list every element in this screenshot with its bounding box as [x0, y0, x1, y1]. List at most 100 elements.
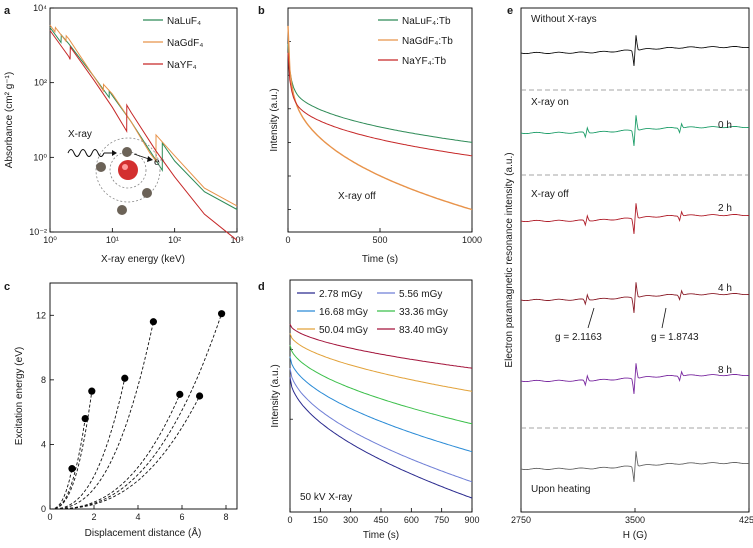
legend-label-d: 50.04 mGy — [319, 325, 368, 336]
epr-trace — [520, 203, 750, 234]
y-tick-label-a: 10² — [34, 78, 47, 88]
y-tick-label-c: 4 — [41, 439, 46, 449]
x-tick-label-c: 0 — [47, 512, 52, 522]
series-line-33.36 mGy — [289, 344, 473, 425]
nucleus-highlight — [122, 164, 128, 170]
electron-icon — [142, 188, 152, 198]
series-lines-b — [287, 25, 473, 211]
arrowhead-icon — [147, 156, 153, 162]
data-point-c — [218, 310, 226, 318]
legend-label-d: 83.40 mGy — [399, 325, 448, 336]
legend-label-d: 33.36 mGy — [399, 307, 448, 318]
x-tick-label-d: 150 — [313, 515, 328, 525]
x-tick-label-c: 2 — [91, 512, 96, 522]
curves-c — [50, 310, 226, 510]
time-label: 2 h — [718, 203, 732, 214]
y-tick-label-a: 10⁰ — [33, 152, 47, 162]
axis-ticks-e: 2750 3500 4250 — [511, 508, 753, 525]
y-axis-label-b: Intensity (a.u.) — [269, 88, 280, 151]
pointer-arrow — [661, 307, 667, 329]
legend-d: 2.78 mGy 5.56 mGy 16.68 mGy 33.36 mGy 50.04 … — [297, 289, 448, 336]
legend-label-d: 16.68 mGy — [319, 307, 368, 318]
epr-trace — [520, 35, 750, 66]
plot-frame-e — [520, 7, 750, 513]
x-tick-label-d: 450 — [373, 515, 388, 525]
y-tick-label-c: 8 — [41, 375, 46, 385]
series-line-NaGdF₄ — [49, 24, 238, 207]
group-label: X-ray on — [531, 97, 569, 108]
panel-label-b: b — [258, 5, 265, 17]
ejection-arrow-icon — [133, 153, 150, 160]
electron-icon — [117, 205, 127, 215]
x-axis-label-a: X-ray energy (keV) — [101, 254, 185, 265]
series-line-NaLuF₄ — [49, 27, 238, 210]
series-lines-d — [289, 323, 473, 499]
y-axis-label-e: Electron paramagnetic resonance intensit… — [504, 152, 515, 367]
x-tick-label-d: 900 — [464, 515, 479, 525]
x-tick-label-c: 6 — [179, 512, 184, 522]
xray-voltage-annotation: 50 kV X-ray — [300, 492, 352, 503]
epr-trace — [520, 451, 750, 482]
series-line-16.68 mGy — [289, 356, 473, 453]
x-tick-label-b: 0 — [285, 235, 290, 245]
x-tick-label-a: 10² — [168, 235, 181, 245]
group-label: Without X-rays — [531, 14, 597, 25]
x-tick-label-e: 4250 — [739, 515, 753, 525]
y-axis-label-c: Excitation energy (eV) — [14, 347, 25, 445]
series-line-50.04 mGy — [289, 333, 473, 392]
data-point-c — [149, 318, 157, 326]
panel-label-c: c — [4, 281, 10, 293]
orbit-outer — [95, 137, 161, 203]
x-tick-label-a: 10¹ — [106, 235, 119, 245]
electron-icon — [96, 162, 106, 172]
data-point-c — [88, 387, 96, 395]
data-point-c — [68, 465, 76, 473]
y-tick-label-c: 12 — [36, 310, 46, 320]
x-tick-label-d: 300 — [343, 515, 358, 525]
group-label: X-ray off — [531, 189, 569, 200]
displacement-curve — [50, 321, 154, 510]
electron-icon — [122, 147, 132, 157]
x-tick-label-d: 750 — [434, 515, 449, 525]
axis-ticks-b: 0 500 1000 — [285, 41, 482, 245]
displacement-curve — [50, 394, 181, 510]
time-label: 8 h — [718, 365, 732, 376]
panel-label-d: d — [258, 281, 265, 293]
displacement-curve — [50, 391, 93, 510]
series-line-NaYF₄:Tb — [287, 52, 473, 157]
x-tick-label-c: 4 — [135, 512, 140, 522]
epr-trace — [520, 363, 750, 394]
series-line-5.56 mGy — [289, 368, 473, 483]
x-tick-label-b: 1000 — [462, 235, 482, 245]
pointer-arrow — [587, 307, 595, 329]
legend-label-d: 5.56 mGy — [399, 289, 442, 300]
legend-a: NaLuF₄ NaGdF₄ NaYF₄ — [143, 16, 203, 71]
y-tick-label-c: 0 — [41, 504, 46, 514]
panel-e: e 2750 3500 4250 Without X-rays X-ray on 0 h… — [504, 5, 753, 541]
time-label: 0 h — [718, 120, 732, 131]
series-line-2.78 mGy — [289, 377, 473, 499]
data-point-c — [121, 374, 129, 382]
displacement-curve — [50, 418, 86, 510]
x-axis-label-c: Displacement distance (Å) — [85, 526, 202, 539]
legend-label-a: NaLuF₄ — [167, 16, 201, 27]
legend-label-d: 2.78 mGy — [319, 289, 362, 300]
panel-b: b 0 500 1000 NaLuF₄:Tb NaGdF₄:Tb NaYF₄:Tb X-… — [258, 5, 482, 265]
plot-frame-a — [49, 7, 238, 233]
series-lines-a — [49, 24, 238, 241]
arrowhead-icon — [112, 150, 117, 156]
series-line-NaGdF₄:Tb — [287, 25, 473, 211]
g-factor-label: g = 1.8743 — [651, 332, 699, 343]
legend-label-b: NaGdF₄:Tb — [402, 36, 453, 47]
xray-off-annotation: X-ray off — [338, 191, 376, 202]
xray-wave-icon — [67, 149, 105, 157]
x-tick-label-d: 600 — [404, 515, 419, 525]
x-tick-label-c: 8 — [223, 512, 228, 522]
series-line-NaYF₄ — [49, 30, 238, 241]
y-tick-label-a: 10⁴ — [33, 3, 47, 13]
electron-label: e⁻ — [154, 157, 165, 168]
data-point-c — [176, 390, 184, 398]
axis-ticks-c: 0 2 4 6 8 0 4 8 12 — [36, 310, 229, 522]
series-line-NaLuF₄:Tb — [287, 43, 473, 143]
